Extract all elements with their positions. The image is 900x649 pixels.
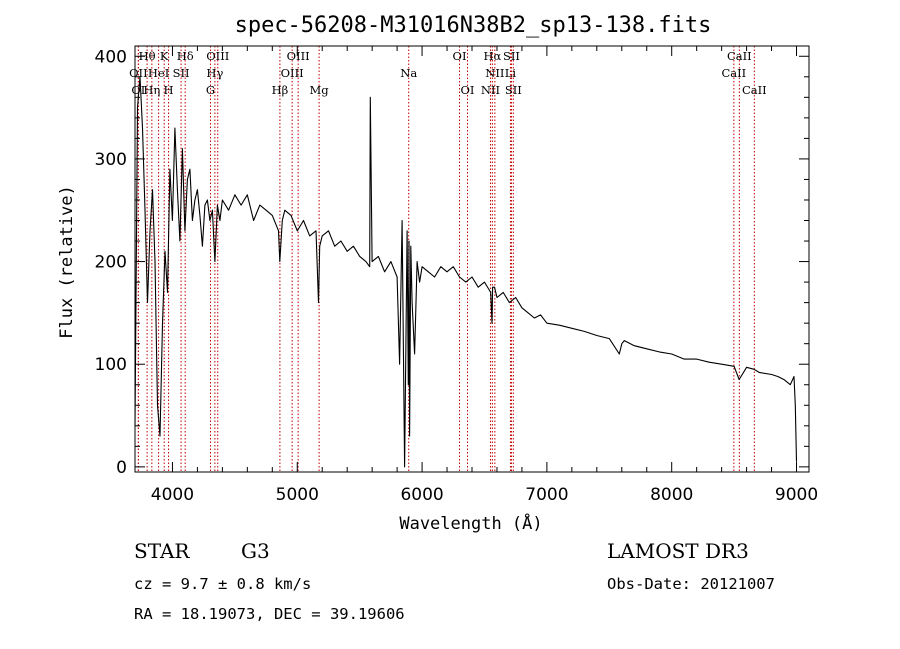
spectral-line-label: SII [503, 49, 520, 63]
spectrum-series-line [134, 76, 798, 468]
spectral-line-label: Hβ [272, 83, 289, 97]
spectral-line-label: NII [481, 83, 500, 97]
spectral-line-label: OIII [206, 49, 229, 63]
spectral-line-label: Hγ [206, 66, 223, 80]
spectral-line-label: Hη [143, 83, 160, 97]
spectral-line-label: CaII [742, 83, 767, 97]
spectral-line-label: Hδ [177, 49, 194, 63]
survey-name: LAMOST DR3 [607, 539, 749, 563]
x-tick-label: 5000 [276, 485, 319, 505]
spectral-line-label: OI [461, 83, 475, 97]
spectral-line-label: SII [505, 83, 522, 97]
y-tick-label: 300 [95, 150, 127, 170]
spectral-line-markers [137, 46, 755, 472]
y-tick-label: 0 [116, 458, 127, 478]
x-tick-label: 4000 [151, 485, 194, 505]
coordinates: RA = 18.19073, DEC = 39.19606 [134, 605, 405, 623]
redshift-cz: cz = 9.7 ± 0.8 km/s [134, 575, 311, 593]
spectral-line-label: G [206, 83, 215, 97]
spectral-line-label: Mg [310, 83, 330, 97]
observation-date: Obs-Date: 20121007 [607, 575, 775, 593]
x-tick-label: 9000 [775, 485, 818, 505]
plot-frame [134, 45, 810, 473]
y-tick-label: 400 [95, 47, 127, 67]
object-class: STAR [134, 539, 190, 563]
spectral-line-label: H [164, 83, 174, 97]
spectral-line-label: Hθ [139, 49, 156, 63]
x-axis-label: Wavelength (Å) [399, 512, 542, 534]
spectral-line-label: CaII [727, 49, 752, 63]
chart-title: spec-56208-M31016N38B2_sp13-138.fits [235, 13, 712, 38]
spectral-line-label: OIII [281, 66, 304, 80]
spectral-line-label: Na [400, 66, 417, 80]
spectral-line-label: HeI [148, 66, 169, 80]
spectral-line-label: OI [453, 49, 467, 63]
object-subclass: G3 [241, 539, 270, 563]
spectral-line-label: NII [485, 66, 504, 80]
y-tick-label: 200 [95, 253, 127, 273]
spectral-line-label: Hα [483, 49, 501, 63]
y-axis: 0 100 200 300 400 [95, 47, 809, 478]
x-axis: 4000 5000 6000 7000 8000 9000 [151, 46, 818, 505]
spectral-line-label: SII [173, 66, 190, 80]
spectral-line-label: CaII [721, 66, 746, 80]
spectral-line-label: OIII [287, 49, 310, 63]
y-axis-label: Flux (relative) [57, 185, 77, 339]
spectral-line-label: K [160, 49, 169, 63]
x-tick-label: 8000 [650, 485, 693, 505]
x-tick-label: 7000 [525, 485, 568, 505]
x-tick-label: 6000 [400, 485, 443, 505]
y-tick-label: 100 [95, 355, 127, 375]
spectral-line-label: OII [129, 66, 148, 80]
spectral-line-label: Li [505, 66, 517, 80]
